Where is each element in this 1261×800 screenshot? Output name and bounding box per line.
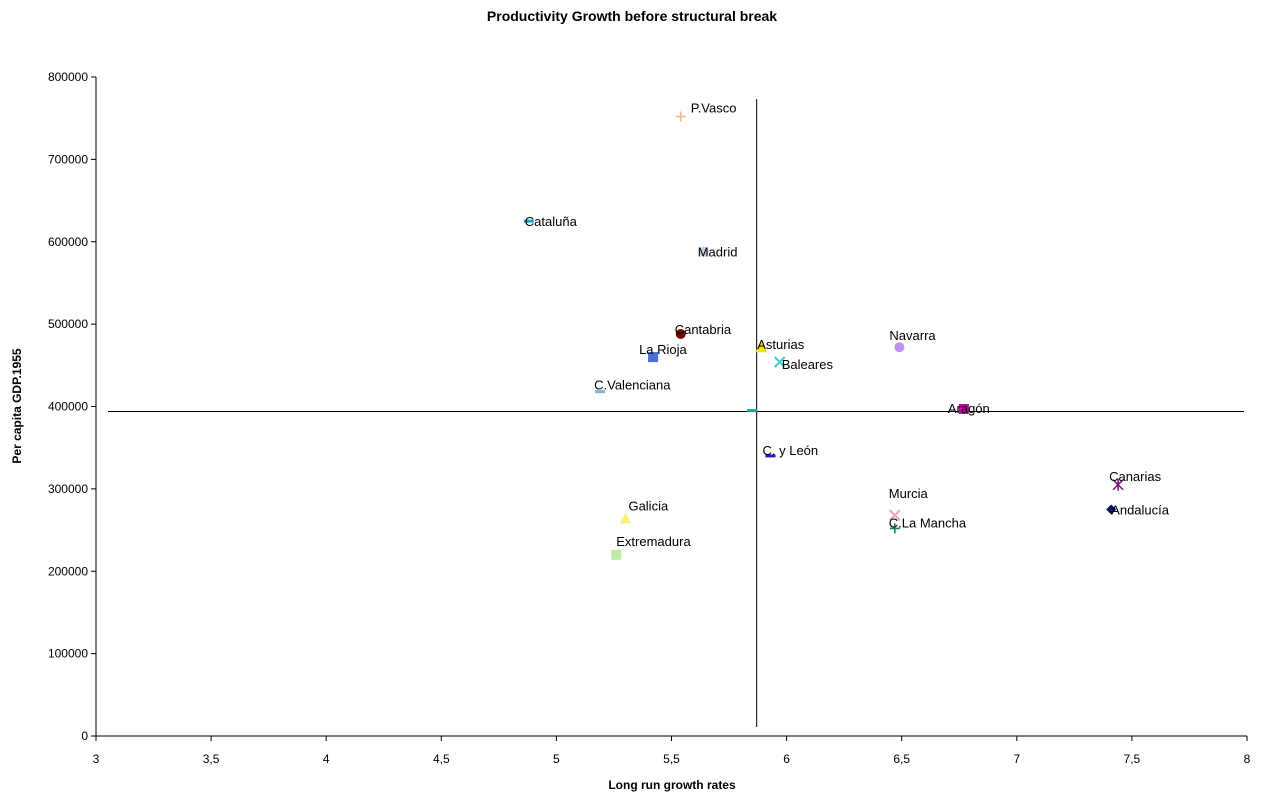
point-label: Cantabria: [675, 322, 732, 337]
data-point: [675, 111, 686, 122]
data-point: [619, 512, 632, 524]
point-label: Cataluña: [525, 214, 578, 229]
x-axis-ticks: 3 3,5 4 4,5 5 5,5 6 6,5 7 7,5 8: [93, 736, 1251, 766]
x-tick-label: 7: [1013, 752, 1020, 766]
data-point: [894, 342, 905, 353]
y-tick-label: 400000: [48, 400, 88, 414]
x-tick-label: 6: [783, 752, 790, 766]
data-point: [765, 454, 776, 458]
x-axis-title: Long run growth rates: [608, 778, 736, 792]
point-label: C.La Mancha: [889, 515, 967, 530]
y-tick-label: 300000: [48, 482, 88, 496]
x-tick-label: 4: [323, 752, 330, 766]
y-tick-label: 700000: [48, 152, 88, 166]
point-label: Madrid: [698, 245, 738, 260]
y-tick-label: 800000: [48, 70, 88, 84]
point-label: Extremadura: [616, 534, 691, 549]
data-point: [648, 352, 659, 363]
data-point: [889, 523, 900, 534]
point-label: Galicia: [628, 499, 669, 514]
y-tick-label: 200000: [48, 564, 88, 578]
point-labels: P.Vasco Cataluña Madrid Cantabria Asturias La…: [525, 101, 1170, 549]
data-point: [698, 246, 709, 257]
x-tick-label: 6,5: [893, 752, 910, 766]
data-point: [889, 509, 901, 521]
point-label: P.Vasco: [691, 101, 737, 116]
chart-title: Productivity Growth before structural br…: [487, 8, 777, 24]
data-point: [958, 403, 969, 414]
data-point: [1112, 478, 1124, 491]
point-label: Canarias: [1109, 469, 1162, 484]
point-label: C. y León: [762, 443, 818, 458]
point-label: La Rioja: [639, 342, 687, 357]
point-label: Asturias: [757, 337, 804, 352]
x-tick-label: 5: [553, 752, 560, 766]
data-point: [755, 341, 768, 353]
data-points: [523, 111, 1124, 560]
x-tick-label: 4,5: [433, 752, 450, 766]
data-point: [595, 390, 606, 394]
y-axis-title: Per capita GDP.1955: [10, 348, 24, 464]
data-point: [611, 549, 622, 560]
data-point: [523, 219, 534, 223]
data-point: [675, 329, 686, 340]
point-label: Murcia: [889, 486, 929, 501]
x-tick-label: 7,5: [1124, 752, 1141, 766]
axes: [95, 77, 1247, 737]
x-tick-label: 5,5: [663, 752, 680, 766]
x-tick-label: 8: [1244, 752, 1251, 766]
y-axis-ticks: 0 100000 200000 300000 400000 500000 600000 700…: [48, 70, 96, 743]
point-label: C.Valenciana: [594, 378, 671, 393]
y-tick-label: 0: [81, 729, 88, 743]
data-point: [773, 356, 786, 368]
y-tick-label: 100000: [48, 647, 88, 661]
x-tick-label: 3: [93, 752, 100, 766]
x-tick-label: 3,5: [203, 752, 220, 766]
reference-lines: [108, 99, 1244, 727]
point-label: Navarra: [889, 328, 936, 343]
y-tick-label: 500000: [48, 317, 88, 331]
point-label: Aragón: [948, 401, 990, 416]
point-label: Andalucía: [1111, 502, 1170, 517]
y-tick-label: 600000: [48, 235, 88, 249]
point-label: Baleares: [782, 357, 834, 372]
data-point: [747, 409, 758, 413]
data-point: [1106, 504, 1117, 515]
